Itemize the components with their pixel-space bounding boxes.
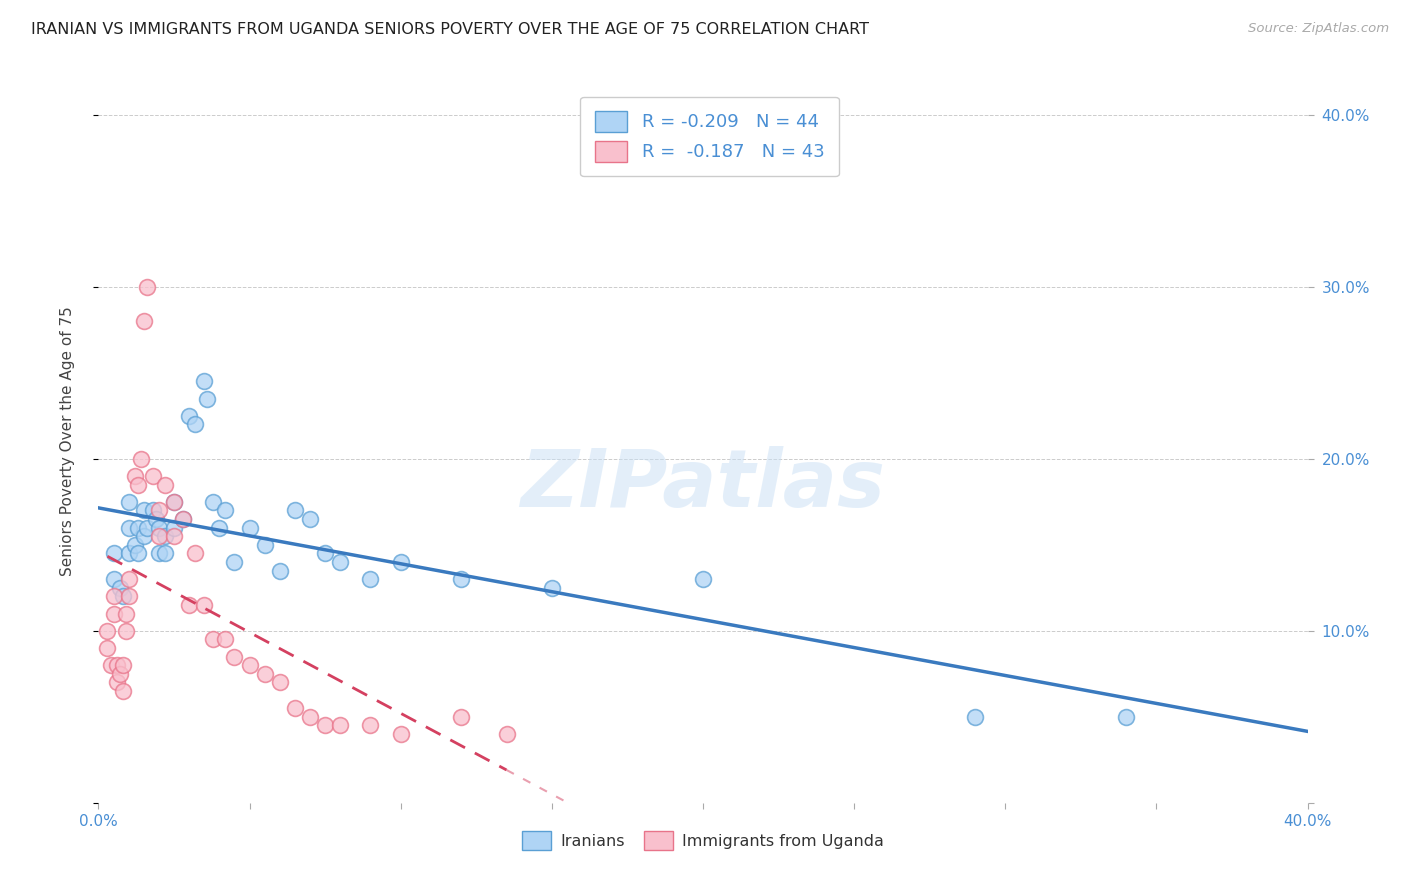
- Point: [132, 314, 155, 328]
- Point: [127, 477, 149, 491]
- Point: [118, 520, 141, 534]
- Point: [495, 727, 517, 741]
- Point: [239, 658, 262, 673]
- Point: [132, 529, 155, 543]
- Point: [965, 710, 987, 724]
- Point: [103, 590, 125, 604]
- Point: [299, 710, 322, 724]
- Point: [142, 503, 165, 517]
- Point: [111, 684, 134, 698]
- Point: [114, 624, 136, 638]
- Point: [284, 701, 307, 715]
- Text: ZIPatlas: ZIPatlas: [520, 446, 886, 524]
- Point: [540, 581, 562, 595]
- Point: [450, 572, 472, 586]
- Point: [135, 279, 157, 293]
- Legend: Iranians, Immigrants from Uganda: Iranians, Immigrants from Uganda: [516, 825, 890, 856]
- Point: [284, 503, 307, 517]
- Y-axis label: Seniors Poverty Over the Age of 75: Seniors Poverty Over the Age of 75: [60, 307, 75, 576]
- Point: [124, 538, 146, 552]
- Point: [184, 546, 207, 560]
- Text: Source: ZipAtlas.com: Source: ZipAtlas.com: [1249, 22, 1389, 36]
- Point: [127, 520, 149, 534]
- Point: [179, 598, 201, 612]
- Point: [111, 658, 134, 673]
- Point: [153, 529, 176, 543]
- Point: [253, 538, 276, 552]
- Point: [1115, 710, 1137, 724]
- Point: [118, 494, 141, 508]
- Point: [129, 451, 152, 466]
- Point: [127, 546, 149, 560]
- Point: [214, 503, 236, 517]
- Point: [163, 494, 186, 508]
- Point: [124, 469, 146, 483]
- Point: [314, 546, 336, 560]
- Point: [105, 658, 128, 673]
- Point: [153, 477, 176, 491]
- Point: [360, 572, 382, 586]
- Point: [299, 512, 322, 526]
- Point: [148, 529, 170, 543]
- Point: [329, 718, 352, 732]
- Point: [184, 417, 207, 432]
- Point: [148, 520, 170, 534]
- Point: [100, 658, 122, 673]
- Point: [360, 718, 382, 732]
- Point: [389, 555, 412, 569]
- Point: [142, 469, 165, 483]
- Point: [314, 718, 336, 732]
- Point: [193, 598, 215, 612]
- Point: [132, 503, 155, 517]
- Point: [202, 494, 225, 508]
- Point: [108, 666, 131, 681]
- Point: [103, 607, 125, 621]
- Point: [163, 529, 186, 543]
- Point: [195, 392, 218, 406]
- Point: [118, 590, 141, 604]
- Point: [253, 666, 276, 681]
- Point: [163, 520, 186, 534]
- Point: [103, 546, 125, 560]
- Point: [148, 546, 170, 560]
- Point: [329, 555, 352, 569]
- Point: [172, 512, 194, 526]
- Point: [269, 564, 291, 578]
- Point: [208, 520, 231, 534]
- Point: [269, 675, 291, 690]
- Point: [118, 546, 141, 560]
- Point: [692, 572, 714, 586]
- Point: [145, 512, 167, 526]
- Point: [193, 375, 215, 389]
- Point: [179, 409, 201, 423]
- Point: [163, 494, 186, 508]
- Point: [105, 675, 128, 690]
- Point: [103, 572, 125, 586]
- Point: [224, 555, 246, 569]
- Point: [135, 520, 157, 534]
- Point: [224, 649, 246, 664]
- Point: [239, 520, 262, 534]
- Point: [96, 640, 118, 655]
- Point: [96, 624, 118, 638]
- Point: [450, 710, 472, 724]
- Point: [214, 632, 236, 647]
- Point: [172, 512, 194, 526]
- Point: [153, 546, 176, 560]
- Point: [111, 590, 134, 604]
- Text: IRANIAN VS IMMIGRANTS FROM UGANDA SENIORS POVERTY OVER THE AGE OF 75 CORRELATION: IRANIAN VS IMMIGRANTS FROM UGANDA SENIOR…: [31, 22, 869, 37]
- Point: [108, 581, 131, 595]
- Point: [389, 727, 412, 741]
- Point: [114, 607, 136, 621]
- Point: [202, 632, 225, 647]
- Point: [118, 572, 141, 586]
- Point: [148, 503, 170, 517]
